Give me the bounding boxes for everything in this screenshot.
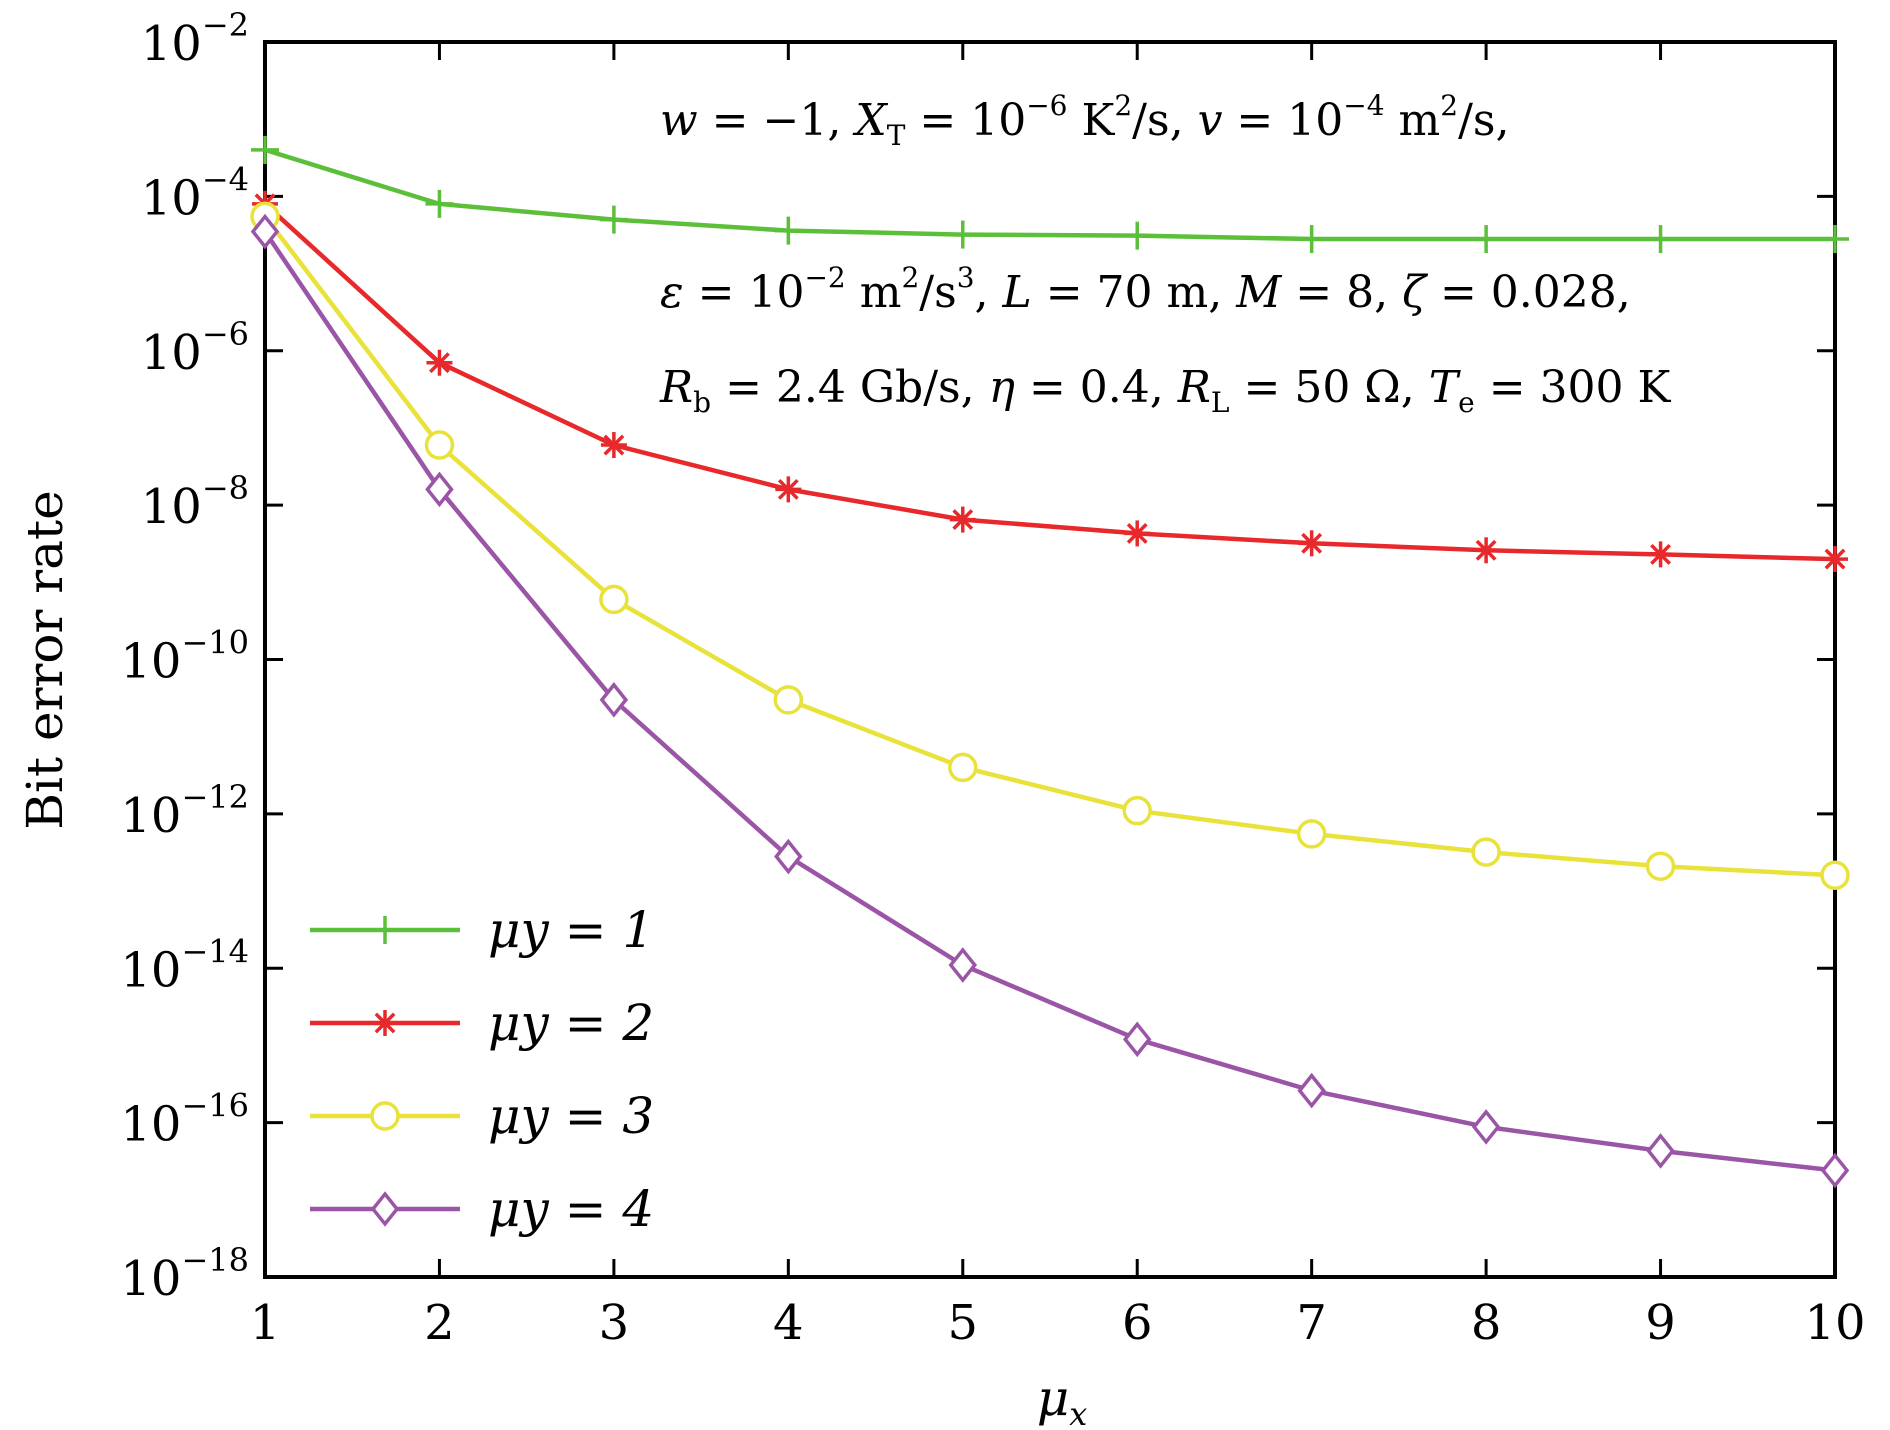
axis-ticks: 1 2 3 4 5 6 7 8 9 10 10−2 10−4 10−6 10−8 10−10 10−12 10−… <box>120 6 1865 1351</box>
x-tick-label: 8 <box>1471 1295 1502 1351</box>
y-tick-label: 10−18 <box>120 1241 249 1307</box>
y-tick-label: 10−10 <box>120 624 249 690</box>
legend-label-2: μy = 2 <box>488 994 654 1052</box>
series-4-line <box>263 230 1836 1173</box>
x-axis-label: μx <box>1037 1369 1088 1430</box>
legend-marker-2 <box>372 1010 398 1036</box>
series-4-point <box>774 838 803 875</box>
series-1-point <box>425 189 454 218</box>
series-2-point <box>775 476 802 503</box>
y-tick-label: 10−8 <box>141 469 249 535</box>
y-tick-label: 10−16 <box>120 1087 249 1153</box>
series-2-point <box>426 349 453 376</box>
series-1-point <box>1123 221 1152 250</box>
legend-label-4: μy = 4 <box>488 1180 654 1238</box>
series-3-point <box>1122 795 1152 826</box>
x-tick-label: 5 <box>948 1295 979 1351</box>
x-tick-label: 4 <box>773 1295 804 1351</box>
series-4-point <box>948 947 978 983</box>
legend-marker-4 <box>370 1191 400 1227</box>
series-3-point <box>773 685 804 715</box>
series-1-point <box>948 220 977 249</box>
legend-label-3: μy = 3 <box>488 1087 654 1145</box>
series-2-point <box>1822 546 1848 573</box>
series-2-point <box>1473 537 1500 564</box>
series-4-point <box>599 682 629 718</box>
annotation-line-1: w = −1, XT = 10−6 K2/s, v = 10−4 m2/s, <box>660 89 1509 152</box>
series-1-line <box>264 147 1835 242</box>
series-3-point <box>948 752 978 783</box>
series-4-point <box>1471 1109 1501 1145</box>
legend-label-1: μy = 1 <box>488 901 654 959</box>
y-axis-label: Bit error rate <box>16 490 74 829</box>
series-1-point <box>251 135 279 164</box>
series-3-point <box>1296 819 1327 849</box>
series-1-point <box>1646 225 1675 254</box>
series-4-point <box>1820 1152 1850 1189</box>
x-tick-label: 7 <box>1296 1295 1327 1351</box>
legend-marker-1 <box>371 916 399 944</box>
series-4-point <box>1646 1133 1675 1169</box>
series-3-point <box>1820 860 1850 891</box>
series-3-line <box>263 215 1836 878</box>
series-3-point <box>599 584 629 615</box>
x-tick-label: 9 <box>1645 1295 1676 1351</box>
series-layer <box>250 135 1850 1189</box>
y-tick-label: 10−14 <box>120 932 249 998</box>
legend-marker-3 <box>370 1101 400 1131</box>
series-2-point <box>600 432 627 459</box>
series-1-point <box>599 205 628 234</box>
x-tick-label: 2 <box>424 1295 455 1351</box>
series-4-point <box>1297 1072 1326 1109</box>
x-tick-label: 1 <box>250 1295 281 1351</box>
series-1-point <box>774 216 803 245</box>
series-2-line <box>263 202 1836 562</box>
series-1-point <box>1297 225 1326 254</box>
series-3-point <box>424 430 455 460</box>
series-2-point <box>1124 520 1151 547</box>
annotation-line-3: Rb = 2.4 Gb/s, η = 0.4, RL = 50 Ω, Te = … <box>659 362 1672 419</box>
y-tick-label: 10−2 <box>141 6 249 72</box>
series-2-point <box>1647 541 1674 568</box>
series-2-point <box>949 506 976 533</box>
y-tick-label: 10−12 <box>120 778 249 844</box>
series-2-point <box>1298 530 1325 557</box>
series-4-point <box>425 471 454 508</box>
annotation-line-2: ε = 10−2 m2/s3, L = 70 m, M = 8, ζ = 0.0… <box>660 261 1631 318</box>
series-1-point <box>1472 225 1501 254</box>
series-3-point <box>1645 851 1676 881</box>
series-3-point <box>1471 837 1501 867</box>
series-4-point <box>250 213 280 250</box>
y-tick-label: 10−6 <box>141 315 249 381</box>
legend: μy = 1 μy = 2 μy = 3 μy = 4 <box>310 901 654 1238</box>
x-tick-label: 6 <box>1122 1295 1153 1351</box>
series-1-point <box>1821 225 1849 254</box>
y-tick-label: 10−4 <box>141 160 249 226</box>
series-4-point <box>1122 1021 1152 1058</box>
x-tick-label: 10 <box>1804 1295 1865 1351</box>
x-tick-label: 3 <box>599 1295 630 1351</box>
